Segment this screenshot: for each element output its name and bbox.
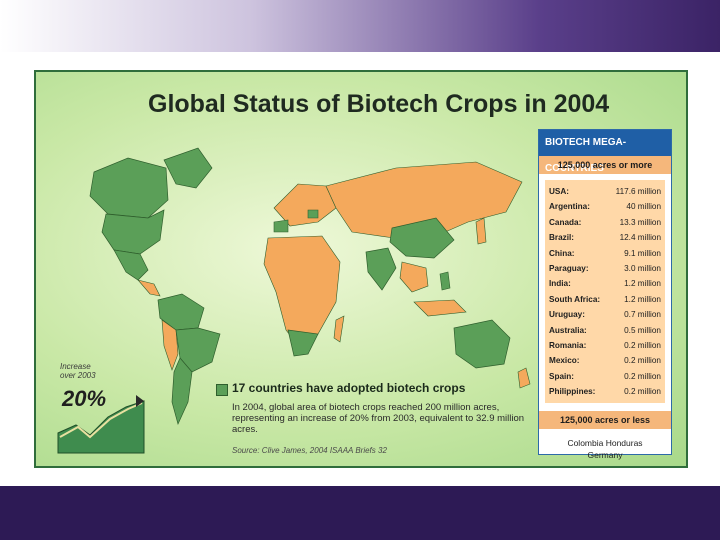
source: Source: Clive James, 2004 ISAAA Briefs 3… xyxy=(232,446,387,455)
madagascar xyxy=(333,315,345,343)
country-row: Uruguay: 0.7 million xyxy=(549,310,661,320)
indonesia xyxy=(413,299,467,317)
legend-text: 17 countries have adopted biotech crops xyxy=(232,381,466,395)
country-row: USA: 117.6 million xyxy=(549,187,661,196)
legend-swatch xyxy=(216,384,228,396)
increase-percent: 20% xyxy=(62,386,107,411)
country-row: Australia: 0.5 million xyxy=(549,325,661,335)
panel-threshold-high: 125,000 acres or more xyxy=(539,156,671,174)
asia xyxy=(325,161,523,239)
increase-label: Increase over 2003 xyxy=(60,362,96,380)
country-row: Mexico: 0.2 million xyxy=(549,356,661,366)
south-america-west xyxy=(161,319,179,371)
map-title: Global Status of Biotech Crops in 2004 xyxy=(148,90,610,118)
small-countries: Colombia Honduras Germany xyxy=(567,438,643,461)
argentina xyxy=(171,357,193,426)
country-row: Philippines: 0.2 million xyxy=(549,387,661,397)
mexico xyxy=(113,249,149,281)
country-row: South Africa: 1.2 million xyxy=(549,294,661,304)
country-row: China: 9.1 million xyxy=(549,248,661,258)
world-map xyxy=(89,147,531,426)
greenland xyxy=(163,147,213,189)
usa xyxy=(101,209,165,255)
country-row: Spain: 0.2 million xyxy=(549,371,661,381)
canada xyxy=(89,157,169,219)
country-row: Paraguay: 3.0 million xyxy=(549,263,661,273)
china xyxy=(389,217,455,259)
spain xyxy=(273,219,289,233)
japan xyxy=(475,217,487,245)
africa xyxy=(263,235,341,349)
country-row: Romania: 0.2 million xyxy=(549,340,661,350)
country-list: USA: 117.6 million Argentina: 40 million C… xyxy=(545,180,665,404)
country-row: Canada: 13.3 million xyxy=(549,217,661,227)
panel-threshold-low: 125,000 acres or less xyxy=(539,411,671,430)
romania xyxy=(307,209,319,219)
australia xyxy=(453,319,511,369)
philippines xyxy=(439,271,451,291)
south-africa xyxy=(287,329,319,357)
biotech-map-poster: Global Status of Biotech Crops in 2004 xyxy=(34,70,688,468)
country-row: Argentina: 40 million xyxy=(549,202,661,212)
southeast-asia xyxy=(399,261,429,293)
new-zealand xyxy=(517,367,531,389)
description: In 2004, global area of biotech crops re… xyxy=(232,402,525,435)
country-row: Brazil: 12.4 million xyxy=(549,233,661,243)
country-row: India: 1.2 million xyxy=(549,279,661,289)
footer-band xyxy=(0,486,720,540)
india xyxy=(365,247,397,291)
mega-countries-panel: BIOTECH MEGA-COUNTRIES 125,000 acres or … xyxy=(538,129,672,460)
header-band xyxy=(0,0,720,52)
europe xyxy=(273,183,337,227)
central-america xyxy=(137,279,161,297)
arrow-icon xyxy=(136,395,144,407)
panel-heading: BIOTECH MEGA-COUNTRIES xyxy=(539,130,671,174)
increase-graph xyxy=(57,395,145,454)
